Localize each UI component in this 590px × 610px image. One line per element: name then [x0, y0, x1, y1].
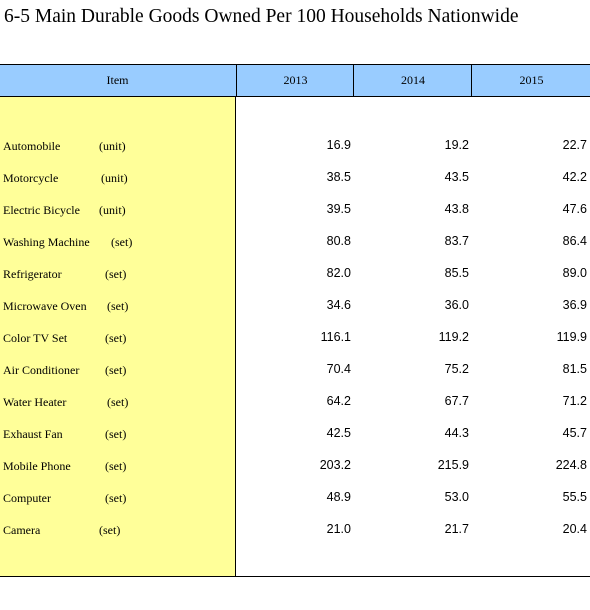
value-cell-2014: 43.8	[444, 202, 469, 216]
table-row: Color TV Set (set) 116.1 119.2 119.9	[0, 326, 590, 358]
table-row: Automobile (unit) 16.9 19.2 22.7	[0, 134, 590, 166]
value-cell-2015: 22.7	[562, 138, 587, 152]
header-year-2015: 2015	[471, 65, 590, 96]
value-cell-2015: 47.6	[562, 202, 587, 216]
item-unit: (set)	[107, 299, 129, 313]
item-name: Automobile	[3, 139, 61, 153]
value-cell-2014: 21.7	[444, 522, 469, 536]
item-name: Mobile Phone	[3, 459, 71, 473]
item-unit: (set)	[105, 363, 127, 377]
item-name: Motorcycle	[3, 171, 59, 185]
item-unit: (unit)	[101, 171, 128, 185]
item-unit: (unit)	[99, 203, 126, 217]
value-cell-2014: 44.3	[444, 426, 469, 440]
value-cell-2015: 81.5	[562, 362, 587, 376]
item-name: Washing Machine	[3, 235, 90, 249]
item-unit: (unit)	[99, 139, 126, 153]
item-unit: (set)	[99, 523, 121, 537]
value-cell-2013: 116.1	[320, 330, 351, 344]
table-row: Air Conditioner (set) 70.4 75.2 81.5	[0, 358, 590, 390]
item-name: Electric Bicycle	[3, 203, 80, 217]
item-name: Exhaust Fan	[3, 427, 63, 441]
item-unit: (set)	[105, 427, 127, 441]
value-cell-2014: 75.2	[444, 362, 469, 376]
value-cell-2013: 64.2	[326, 394, 351, 408]
value-cell-2015: 20.4	[562, 522, 587, 536]
item-name: Refrigerator	[3, 267, 62, 281]
value-cell-2015: 42.2	[562, 170, 587, 184]
item-name: Water Heater	[3, 395, 67, 409]
header-year-2014: 2014	[353, 65, 472, 96]
table-row: Microwave Oven (set) 34.6 36.0 36.9	[0, 294, 590, 326]
value-cell-2013: 80.8	[326, 234, 351, 248]
value-cell-2013: 82.0	[326, 266, 351, 280]
value-cell-2015: 36.9	[562, 298, 587, 312]
table-row: Water Heater (set) 64.2 67.7 71.2	[0, 390, 590, 422]
value-cell-2013: 16.9	[326, 138, 351, 152]
value-cell-2014: 19.2	[444, 138, 469, 152]
value-cell-2013: 42.5	[326, 426, 351, 440]
item-unit: (set)	[107, 395, 129, 409]
value-cell-2014: 85.5	[444, 266, 469, 280]
header-item: Item	[106, 73, 129, 87]
item-name: Computer	[3, 491, 51, 505]
table-row: Washing Machine (set) 80.8 83.7 86.4	[0, 230, 590, 262]
value-cell-2015: 86.4	[562, 234, 587, 248]
item-unit: (set)	[105, 459, 127, 473]
value-cell-2013: 70.4	[326, 362, 351, 376]
table-row: Mobile Phone (set) 203.2 215.9 224.8	[0, 454, 590, 486]
value-cell-2015: 119.9	[556, 330, 587, 344]
value-cell-2014: 43.5	[444, 170, 469, 184]
durable-goods-table: Item 2013 2014 2015 Automobile (unit) 16.9…	[0, 64, 590, 578]
item-unit: (set)	[105, 331, 127, 345]
item-column-background	[0, 97, 236, 577]
table-row: Computer (set) 48.9 53.0 55.5	[0, 486, 590, 518]
value-cell-2014: 53.0	[444, 490, 469, 504]
page-title: 6-5 Main Durable Goods Owned Per 100 Hou…	[4, 6, 519, 27]
value-cell-2013: 39.5	[326, 202, 351, 216]
value-cell-2014: 36.0	[444, 298, 469, 312]
table-header: Item 2013 2014 2015	[0, 64, 590, 97]
table-bottom-rule	[0, 576, 590, 577]
value-cell-2013: 203.2	[319, 458, 351, 472]
value-cell-2014: 119.2	[438, 330, 469, 344]
value-cell-2015: 45.7	[562, 426, 587, 440]
table-row: Refrigerator (set) 82.0 85.5 89.0	[0, 262, 590, 294]
value-cell-2014: 83.7	[444, 234, 469, 248]
table-row: Motorcycle (unit) 38.5 43.5 42.2	[0, 166, 590, 198]
table-row: Camera (set) 21.0 21.7 20.4	[0, 518, 590, 550]
header-year-2013: 2013	[236, 65, 354, 96]
item-name: Microwave Oven	[3, 299, 87, 313]
value-cell-2014: 67.7	[444, 394, 469, 408]
value-cell-2015: 55.5	[562, 490, 587, 504]
item-name: Camera	[3, 523, 41, 537]
value-cell-2014: 215.9	[437, 458, 469, 472]
value-cell-2015: 224.8	[555, 458, 587, 472]
table-row: Exhaust Fan (set) 42.5 44.3 45.7	[0, 422, 590, 454]
table-row: Electric Bicycle (unit) 39.5 43.8 47.6	[0, 198, 590, 230]
value-cell-2013: 21.0	[326, 522, 351, 536]
value-cell-2013: 48.9	[326, 490, 351, 504]
value-cell-2013: 34.6	[326, 298, 351, 312]
item-name: Color TV Set	[3, 331, 68, 345]
value-cell-2013: 38.5	[326, 170, 351, 184]
item-unit: (set)	[111, 235, 133, 249]
item-unit: (set)	[105, 491, 127, 505]
item-unit: (set)	[105, 267, 127, 281]
item-name: Air Conditioner	[3, 363, 80, 377]
value-cell-2015: 89.0	[562, 266, 587, 280]
value-cell-2015: 71.2	[562, 394, 587, 408]
